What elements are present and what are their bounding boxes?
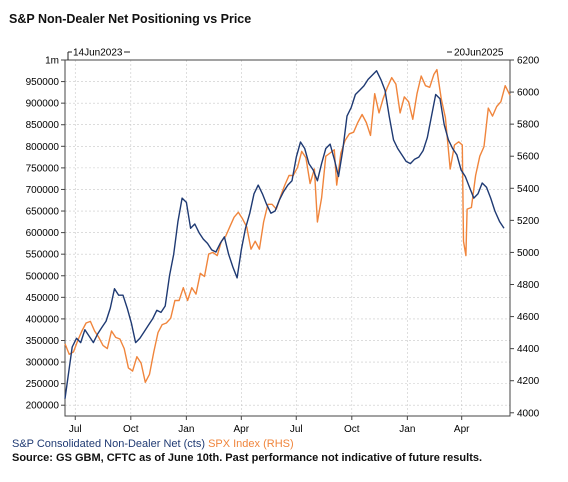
left-tick-label: 300000 xyxy=(26,358,60,369)
right-tick-label: 4800 xyxy=(517,280,540,291)
left-tick-label: 750000 xyxy=(26,163,60,174)
left-tick-label: 250000 xyxy=(26,379,60,390)
left-tick-label: 650000 xyxy=(26,207,60,218)
right-tick-label: 5400 xyxy=(517,184,540,195)
x-tick-label: Jul xyxy=(290,424,303,435)
plot-frame xyxy=(64,59,511,417)
x-tick-label: Apr xyxy=(454,424,470,435)
right-tick-label: 4200 xyxy=(517,376,540,387)
left-tick-label: 500000 xyxy=(26,271,60,282)
start-date-label: 14Jun2023 xyxy=(73,48,123,59)
left-tick-label: 350000 xyxy=(26,336,60,347)
left-tick-label: 700000 xyxy=(26,185,60,196)
right-tick-label: 4000 xyxy=(517,408,540,419)
right-tick-label: 6000 xyxy=(517,88,540,99)
left-tick-label: 400000 xyxy=(26,314,60,325)
date-range-markers: 14Jun2023 20Jun2025 xyxy=(67,48,504,60)
right-tick-label: 5800 xyxy=(517,120,540,131)
right-tick-label: 5200 xyxy=(517,216,540,227)
legend-item-spx: SPX Index (RHS) xyxy=(208,438,294,450)
series-layer xyxy=(64,68,511,399)
right-tick-label: 5000 xyxy=(517,248,540,259)
right-tick-label: 5600 xyxy=(517,152,540,163)
left-tick-label: 600000 xyxy=(26,228,60,239)
left-tick-label: 550000 xyxy=(26,250,60,261)
right-tick-label: 4400 xyxy=(517,344,540,355)
right-tick-label: 4600 xyxy=(517,312,540,323)
end-date-label: 20Jun2025 xyxy=(454,48,504,59)
x-tick-label: Apr xyxy=(234,424,250,435)
legend-item-non-dealer: S&P Consolidated Non-Dealer Net (cts) xyxy=(12,438,205,450)
left-tick-label: 450000 xyxy=(26,293,60,304)
left-tick-label: 950000 xyxy=(26,77,60,88)
grid-layer xyxy=(65,59,510,416)
left-tick-label: 800000 xyxy=(26,142,60,153)
x-tick-label: Jan xyxy=(399,424,415,435)
left-tick-label: 850000 xyxy=(26,120,60,131)
x-tick-label: Jan xyxy=(178,424,194,435)
series-line-non-dealer xyxy=(64,70,505,399)
x-tick-label: Oct xyxy=(123,424,139,435)
left-tick-label: 200000 xyxy=(26,401,60,412)
legend: S&P Consolidated Non-Dealer Net (cts) SP… xyxy=(12,438,294,450)
x-tick-label: Jul xyxy=(69,424,82,435)
left-tick-label: 1m xyxy=(45,56,59,67)
right-tick-label: 6200 xyxy=(517,56,540,67)
x-tick-label: Oct xyxy=(344,424,360,435)
source-note: Source: GS GBM, CFTC as of June 10th. Pa… xyxy=(12,452,483,464)
left-tick-label: 900000 xyxy=(26,99,60,110)
axis-layer: 200000 250000 300000 350000 400000 450000 5000… xyxy=(26,56,540,436)
chart-title: S&P Non-Dealer Net Positioning vs Price xyxy=(9,12,252,26)
